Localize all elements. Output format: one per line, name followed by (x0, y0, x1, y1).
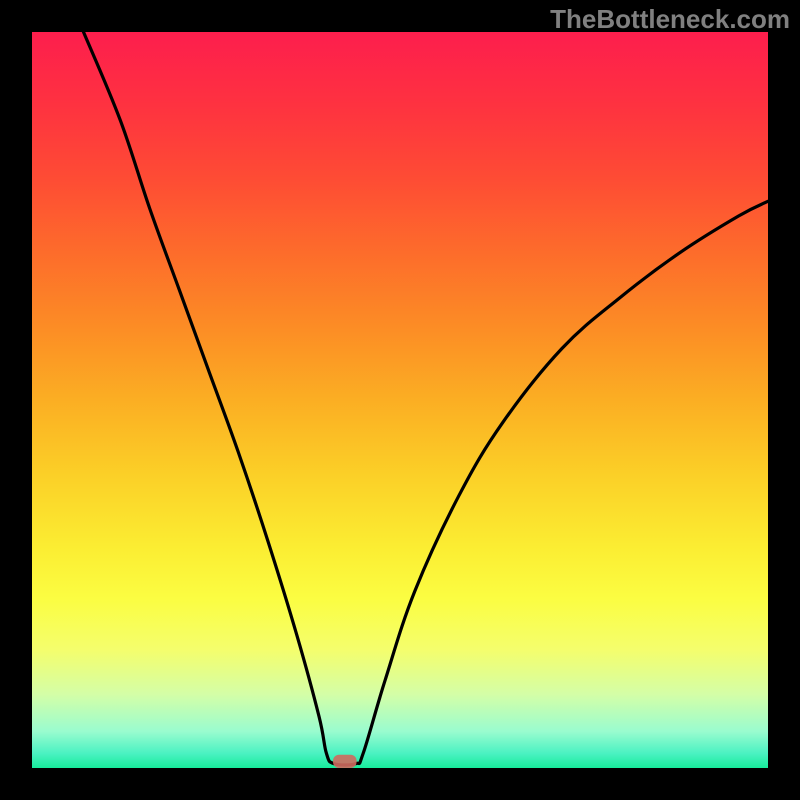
series-bottleneck-curve (84, 32, 768, 765)
min-marker (333, 755, 357, 768)
chart-svg (32, 32, 768, 768)
chart-frame: TheBottleneck.com (0, 0, 800, 800)
watermark-text: TheBottleneck.com (550, 4, 790, 35)
plot-area (32, 32, 768, 768)
